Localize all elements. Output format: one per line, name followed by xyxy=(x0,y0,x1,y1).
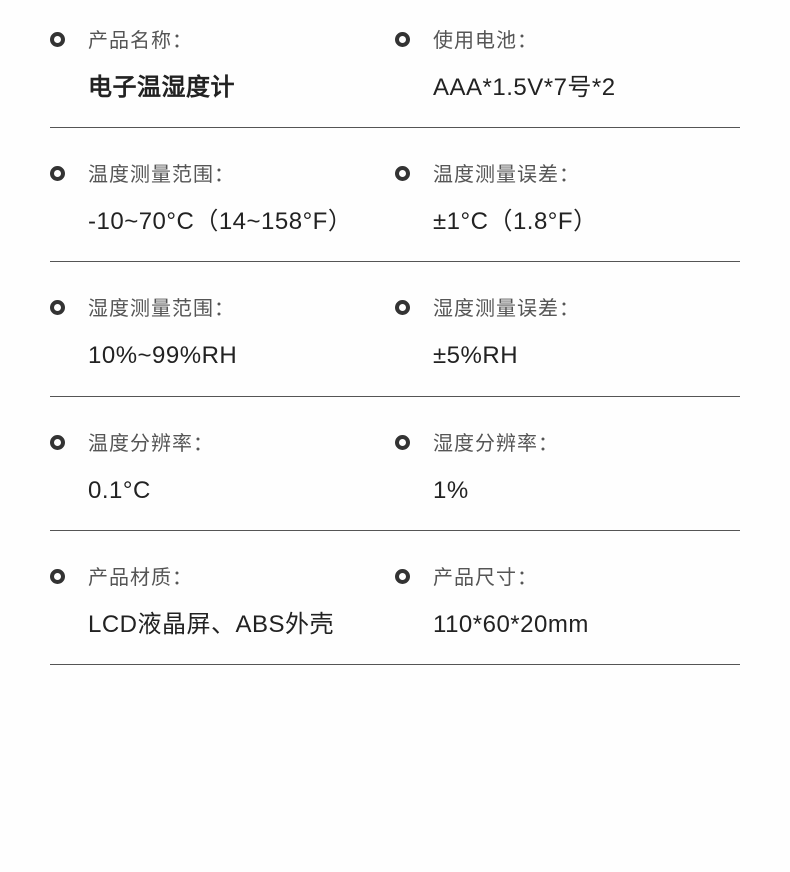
spec-cell: 温度分辨率： 0.1°C xyxy=(50,431,395,531)
spec-label: 温度测量范围： xyxy=(88,162,395,188)
bullet-icon xyxy=(50,166,65,181)
spec-label: 湿度分辨率： xyxy=(433,431,740,457)
bullet-icon xyxy=(395,300,410,315)
spec-label: 湿度测量误差： xyxy=(433,296,740,322)
spec-cell: 产品材质： LCD液晶屏、ABS外壳 xyxy=(50,565,395,665)
spec-value: LCD液晶屏、ABS外壳 xyxy=(88,609,395,640)
spec-cell: 温度测量范围： -10~70°C（14~158°F） xyxy=(50,162,395,262)
spec-value: 0.1°C xyxy=(88,475,395,506)
spec-label: 温度测量误差： xyxy=(433,162,740,188)
spec-cell: 产品名称： 电子温湿度计 xyxy=(50,28,395,128)
spec-cell: 湿度测量范围： 10%~99%RH xyxy=(50,296,395,396)
spec-cell: 使用电池： AAA*1.5V*7号*2 xyxy=(395,28,740,128)
spec-value: 10%~99%RH xyxy=(88,340,395,371)
spec-label: 产品名称： xyxy=(88,28,395,54)
bullet-icon xyxy=(50,435,65,450)
spec-label: 产品尺寸： xyxy=(433,565,740,591)
bullet-icon xyxy=(395,32,410,47)
spec-value: 1% xyxy=(433,475,740,506)
spec-cell: 湿度分辨率： 1% xyxy=(395,431,740,531)
spec-label: 湿度测量范围： xyxy=(88,296,395,322)
spec-value: -10~70°C（14~158°F） xyxy=(88,206,395,237)
spec-value: AAA*1.5V*7号*2 xyxy=(433,72,740,103)
spec-cell: 温度测量误差： ±1°C（1.8°F） xyxy=(395,162,740,262)
bullet-icon xyxy=(50,32,65,47)
spec-cell: 产品尺寸： 110*60*20mm xyxy=(395,565,740,665)
spec-label: 温度分辨率： xyxy=(88,431,395,457)
spec-label: 使用电池： xyxy=(433,28,740,54)
spec-value: 110*60*20mm xyxy=(433,609,740,640)
spec-value: ±5%RH xyxy=(433,340,740,371)
spec-value: ±1°C（1.8°F） xyxy=(433,206,740,237)
bullet-icon xyxy=(50,300,65,315)
bullet-icon xyxy=(395,166,410,181)
bullet-icon xyxy=(395,435,410,450)
bullet-icon xyxy=(395,569,410,584)
bullet-icon xyxy=(50,569,65,584)
spec-label: 产品材质： xyxy=(88,565,395,591)
spec-grid: 产品名称： 电子温湿度计 使用电池： AAA*1.5V*7号*2 温度测量范围：… xyxy=(50,28,740,699)
spec-cell: 湿度测量误差： ±5%RH xyxy=(395,296,740,396)
spec-value: 电子温湿度计 xyxy=(88,72,395,103)
